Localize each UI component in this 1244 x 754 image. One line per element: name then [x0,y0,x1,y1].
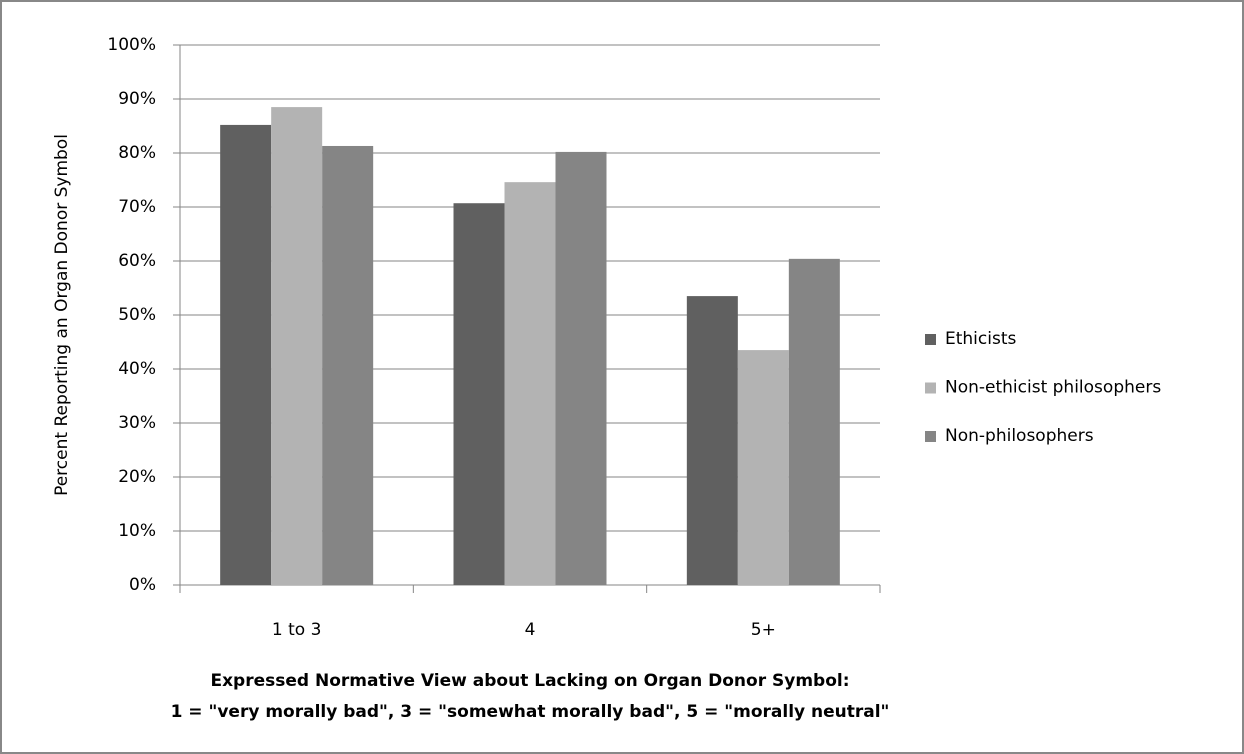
legend-label: Ethicists [945,329,1016,349]
bar [271,107,323,585]
x-tick-label: 1 to 3 [272,620,322,640]
y-tick-label: 80% [118,143,156,163]
y-tick-label: 100% [107,35,156,55]
x-axis-label: 1 = "very morally bad", 3 = "somewhat mo… [171,702,890,722]
x-tick-label: 5+ [751,620,776,640]
bar [737,350,789,585]
legend-label: Non-ethicist philosophers [945,378,1161,398]
y-tick-label: 20% [118,467,156,487]
bar [555,151,607,586]
legend-swatch [925,431,936,442]
legend-swatch [925,382,936,394]
bar [686,296,738,585]
y-tick-label: 70% [118,197,156,217]
y-tick-label: 10% [118,521,156,541]
y-tick-label: 50% [118,305,156,325]
y-tick-label: 30% [118,413,156,433]
y-tick-label: 0% [129,575,156,595]
legend-label: Non-philosophers [945,426,1094,446]
x-axis-label: Expressed Normative View about Lacking o… [210,671,849,691]
legend-swatch [925,334,936,345]
x-tick-label: 4 [525,620,536,640]
bar [504,182,556,585]
y-tick-label: 60% [118,251,156,271]
y-tick-label: 40% [118,359,156,379]
y-axis-label: Percent Reporting an Organ Donor Symbol [52,134,72,496]
bar [453,203,505,585]
bar [788,258,840,585]
y-tick-label: 90% [118,89,156,109]
bar [322,145,374,586]
bar [220,124,272,586]
